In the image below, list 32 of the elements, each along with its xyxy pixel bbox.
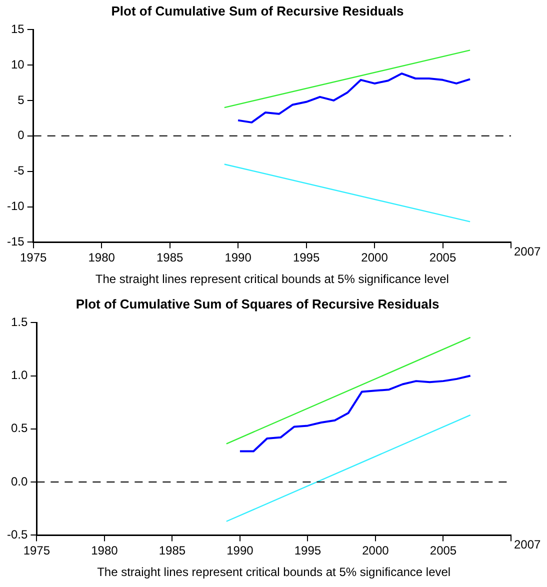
x-tick-label: 1980 bbox=[91, 544, 118, 558]
x-tick-label: 1980 bbox=[88, 250, 116, 265]
y-tick-label: 1.5 bbox=[10, 314, 28, 329]
y-tick-label: -15 bbox=[7, 234, 25, 249]
x-tick-label: 2000 bbox=[362, 544, 390, 558]
x-tick-label: 1990 bbox=[224, 250, 252, 265]
text: 2007 bbox=[514, 244, 542, 259]
x-axis-title: The straight lines represent critical bounds at 5% significance level bbox=[95, 272, 449, 286]
x-tick-label: 1985 bbox=[158, 544, 186, 558]
text: 2007 bbox=[514, 538, 542, 552]
x-axis-title: The straight lines represent critical bounds at 5% significance level bbox=[97, 565, 451, 580]
y-tick-label: 15 bbox=[10, 22, 25, 36]
x-tick-label: 1985 bbox=[156, 250, 184, 265]
y-tick-label: 0.0 bbox=[10, 474, 28, 488]
y-tick-label: -0.5 bbox=[6, 528, 28, 542]
y-tick-label: 5 bbox=[18, 92, 25, 107]
y-tick-label: 0 bbox=[18, 128, 25, 142]
x-tick-label: 2005 bbox=[429, 250, 456, 265]
chart-title: Plot of Cumulative Sum of Squares of Recursive Residuals bbox=[76, 296, 440, 312]
x-tick-label: 1990 bbox=[226, 544, 254, 558]
x-tick-label: 1995 bbox=[292, 250, 320, 265]
x-tick-label: 1975 bbox=[23, 544, 50, 558]
chart-title: Plot of Cumulative Sum of Recursive Residuals bbox=[111, 3, 404, 18]
x-tick-label: 1975 bbox=[20, 250, 48, 265]
y-tick-label: -5 bbox=[14, 164, 25, 178]
x-tick-label: 2005 bbox=[430, 544, 457, 558]
y-tick-label: 1.0 bbox=[10, 368, 28, 382]
x-tick-label: 2000 bbox=[361, 250, 388, 265]
y-tick-label: 0.5 bbox=[10, 421, 28, 436]
y-tick-label: 10 bbox=[10, 57, 25, 72]
x-tick-label: 1995 bbox=[294, 544, 322, 558]
y-tick-label: -10 bbox=[7, 199, 25, 214]
